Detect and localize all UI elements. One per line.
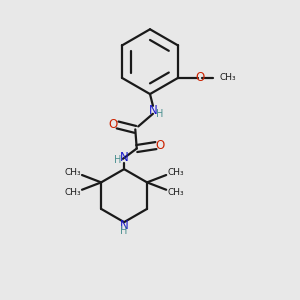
Text: O: O [109, 118, 118, 131]
Text: H: H [156, 109, 163, 119]
Text: N: N [120, 152, 128, 164]
Text: N: N [148, 104, 157, 117]
Text: H: H [120, 226, 128, 236]
Text: N: N [120, 219, 128, 232]
Text: CH₃: CH₃ [64, 168, 81, 177]
Text: CH₃: CH₃ [220, 74, 236, 82]
Text: O: O [156, 139, 165, 152]
Text: CH₃: CH₃ [167, 188, 184, 197]
Text: H: H [114, 155, 121, 165]
Text: CH₃: CH₃ [64, 188, 81, 197]
Text: O: O [196, 71, 205, 84]
Text: CH₃: CH₃ [167, 168, 184, 177]
